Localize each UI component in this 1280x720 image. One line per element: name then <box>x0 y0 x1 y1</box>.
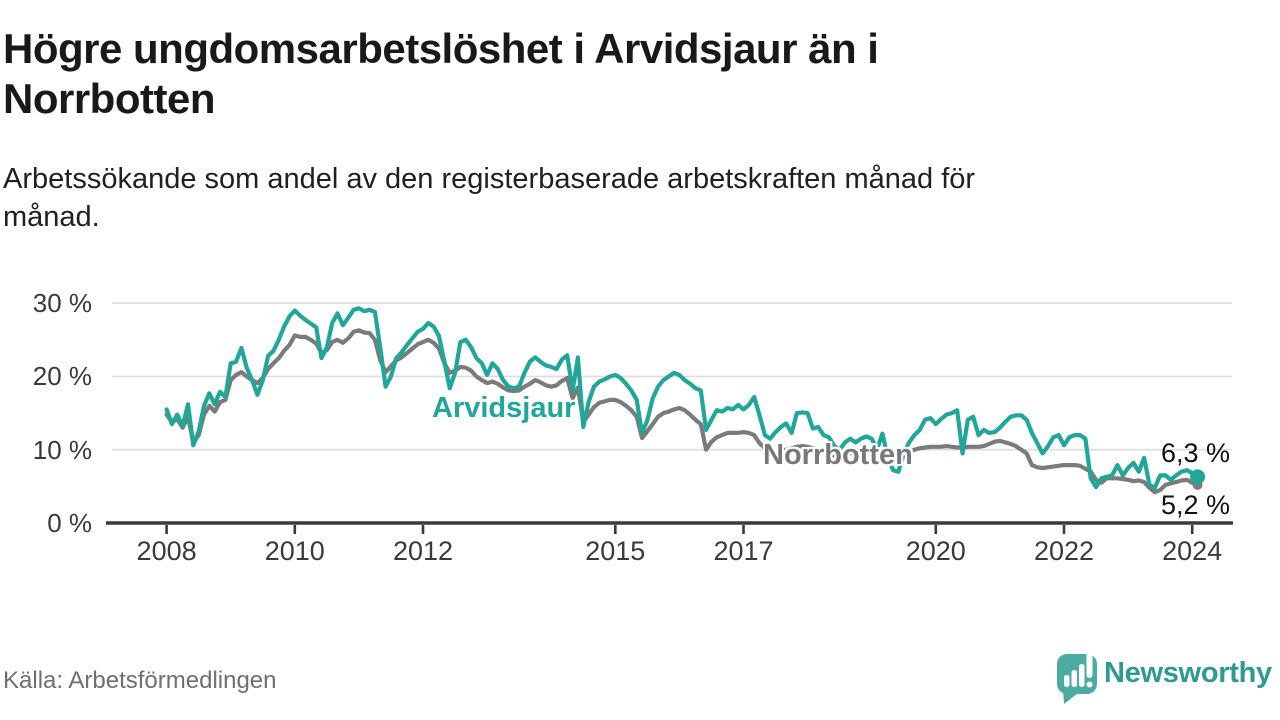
series-label-arvidsjaur: Arvidsjaur <box>432 392 576 424</box>
x-axis-label: 2010 <box>264 536 325 566</box>
subtitle-line-2: månad. <box>3 201 100 234</box>
line-arvidsjaur <box>164 306 1200 490</box>
title-line-1: Högre ungdomsarbetslöshet i Arvidsjaur ä… <box>3 25 879 72</box>
newsworthy-wordmark: Newsworthy <box>1104 657 1272 689</box>
series-label-norrbotten: Norrbotten <box>763 439 913 471</box>
newsworthy-logo-icon <box>1057 651 1097 704</box>
x-axis-label: 2020 <box>905 536 966 566</box>
y-axis-label: 10 % <box>32 434 92 465</box>
x-axis-label: 2015 <box>585 536 646 566</box>
y-axis-label: 30 % <box>32 288 92 319</box>
end-value-label-norrbotten: 5,2 % <box>1160 490 1230 520</box>
x-axis-label: 2008 <box>136 536 197 566</box>
page-title: Högre ungdomsarbetslöshet i Arvidsjaur ä… <box>3 24 1183 123</box>
x-axis-label: 2017 <box>713 536 774 566</box>
end-dot-arvidsjaur <box>1190 469 1206 485</box>
source-note: Källa: Arbetsförmedlingen <box>3 667 277 694</box>
x-axis-label: 2024 <box>1162 536 1223 566</box>
end-value-label-arvidsjaur: 6,3 % <box>1160 438 1230 468</box>
y-axis-label: 0 % <box>47 508 92 538</box>
x-axis-label: 2022 <box>1033 536 1095 566</box>
subtitle-line-1: Arbetssökande som andel av den registerb… <box>3 163 976 195</box>
title-line-2: Norrbotten <box>3 74 215 122</box>
line-norrbotten <box>164 328 1200 495</box>
chart-subtitle: Arbetssökande som andel av den registerb… <box>3 160 1203 237</box>
y-axis-label: 20 % <box>32 361 92 392</box>
x-axis-label: 2012 <box>392 536 454 566</box>
